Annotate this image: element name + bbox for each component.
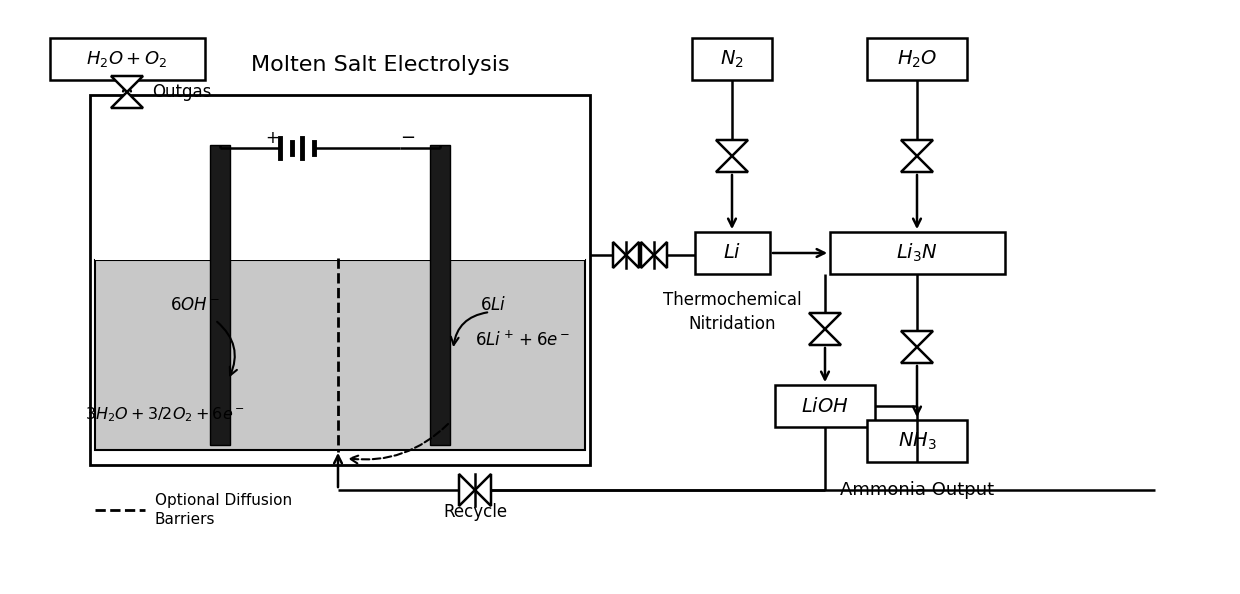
Polygon shape — [901, 140, 932, 156]
Text: $Li_3N$: $Li_3N$ — [897, 242, 937, 264]
Text: $NH_3$: $NH_3$ — [898, 430, 936, 451]
Text: $6Li$: $6Li$ — [480, 296, 506, 314]
Polygon shape — [641, 242, 653, 268]
Polygon shape — [459, 474, 475, 506]
Bar — [91, 95, 590, 465]
Text: Ammonia Output: Ammonia Output — [839, 481, 994, 499]
Text: $6OH^-$: $6OH^-$ — [170, 296, 219, 314]
Text: $Li$: $Li$ — [723, 244, 742, 263]
Polygon shape — [808, 313, 841, 329]
Polygon shape — [715, 156, 748, 172]
Text: +: + — [265, 129, 279, 147]
Text: Molten Salt Electrolysis: Molten Salt Electrolysis — [250, 55, 510, 75]
Bar — [430, 145, 450, 445]
Polygon shape — [901, 331, 932, 347]
Polygon shape — [653, 242, 667, 268]
FancyArrowPatch shape — [350, 424, 448, 463]
Text: Thermochemical
Nitridation: Thermochemical Nitridation — [662, 291, 801, 333]
FancyArrowPatch shape — [451, 312, 487, 345]
Polygon shape — [112, 92, 143, 108]
Bar — [692, 38, 773, 80]
Text: $3H_2O + 3/2O_2 +6e^-$: $3H_2O + 3/2O_2 +6e^-$ — [86, 406, 246, 424]
Text: $N_2$: $N_2$ — [720, 48, 744, 69]
Polygon shape — [112, 76, 143, 92]
Text: $LiOH$: $LiOH$ — [801, 397, 849, 415]
Bar — [694, 232, 770, 274]
Text: Recycle: Recycle — [443, 503, 507, 521]
Text: $H_2O$: $H_2O$ — [897, 48, 937, 69]
Text: −: − — [401, 129, 415, 147]
Polygon shape — [901, 347, 932, 363]
Text: $6Li^+ + 6e^-$: $6Li^+ + 6e^-$ — [475, 330, 570, 350]
Bar — [867, 38, 967, 80]
Bar — [775, 385, 875, 427]
Text: Optional Diffusion
Barriers: Optional Diffusion Barriers — [155, 492, 293, 527]
Bar — [830, 232, 1004, 274]
Polygon shape — [626, 242, 639, 268]
Text: Outgas: Outgas — [153, 83, 211, 101]
Bar — [50, 38, 205, 80]
Polygon shape — [808, 329, 841, 345]
Bar — [95, 100, 585, 260]
Polygon shape — [715, 140, 748, 156]
Text: $H_2O + O_2$: $H_2O + O_2$ — [87, 49, 167, 69]
Bar — [867, 420, 967, 462]
Bar — [95, 260, 585, 450]
Polygon shape — [613, 242, 626, 268]
Polygon shape — [901, 156, 932, 172]
Bar — [210, 145, 229, 445]
Polygon shape — [475, 474, 491, 506]
FancyArrowPatch shape — [217, 322, 237, 375]
